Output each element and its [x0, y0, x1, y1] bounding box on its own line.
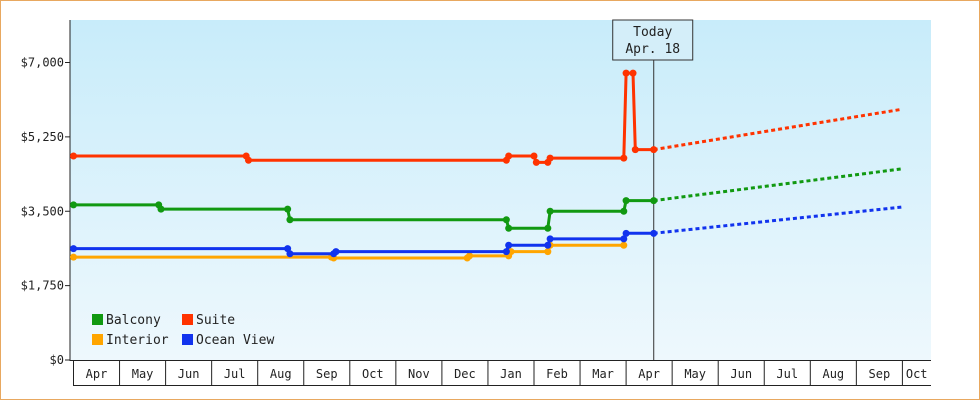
data-point: [70, 201, 77, 209]
month-label: Jul: [776, 367, 798, 381]
data-point: [70, 245, 77, 253]
data-point: [505, 241, 513, 249]
data-point: [544, 224, 552, 232]
y-tick-label: $7,000: [21, 56, 64, 70]
legend-label-interior: Interior: [106, 333, 169, 348]
month-label: May: [684, 367, 706, 381]
today-marker: Today Apr. 18: [612, 19, 694, 360]
legend-swatch-balcony: [92, 314, 103, 325]
month-label: Aug: [822, 367, 844, 381]
legend-swatch-interior: [92, 334, 103, 345]
month-label: Dec: [454, 367, 476, 381]
data-point: [332, 248, 340, 256]
data-point: [544, 248, 552, 256]
legend-label-balcony: Balcony: [106, 313, 161, 328]
today-date: Apr. 18: [625, 42, 680, 57]
month-label: Feb: [546, 367, 568, 381]
data-point: [546, 207, 554, 215]
data-point: [530, 152, 538, 160]
data-point: [502, 248, 510, 256]
data-point: [286, 216, 294, 224]
month-label: Apr: [86, 367, 108, 381]
data-point: [546, 154, 554, 162]
month-label: Oct: [362, 367, 384, 381]
data-point: [286, 250, 294, 258]
data-point: [620, 241, 628, 249]
legend: Balcony Suite Interior Ocean View: [92, 313, 274, 348]
y-tick-label: $3,500: [21, 204, 64, 218]
data-point: [466, 252, 474, 260]
data-point: [620, 235, 628, 243]
y-tick-label: $5,250: [21, 130, 64, 144]
month-label: Apr: [638, 367, 660, 381]
series-balcony: [70, 167, 903, 232]
data-point: [622, 197, 630, 205]
data-point: [544, 241, 552, 249]
data-point: [622, 69, 630, 77]
data-point: [244, 156, 252, 164]
legend-swatch-ocean-view: [182, 334, 193, 345]
month-label: Oct: [906, 367, 928, 381]
today-title: Today: [633, 25, 672, 40]
data-point: [284, 205, 292, 213]
month-label: Nov: [408, 367, 430, 381]
month-label: Sep: [869, 367, 891, 381]
data-point: [502, 216, 510, 224]
legend-swatch-suite: [182, 314, 193, 325]
data-point: [629, 69, 637, 77]
data-point: [546, 235, 554, 243]
y-axis: $0 $1,750 $3,500 $5,250 $7,000: [21, 20, 71, 367]
data-point: [70, 253, 77, 261]
month-label: Jun: [178, 367, 200, 381]
month-label: Jun: [730, 367, 752, 381]
month-label: Sep: [316, 367, 338, 381]
today-box: [612, 19, 694, 61]
month-label: Mar: [592, 367, 614, 381]
series-ocean-view: [70, 205, 903, 258]
data-point: [505, 224, 513, 232]
data-point: [70, 152, 77, 160]
series-suite: [70, 69, 903, 166]
data-point: [157, 205, 165, 213]
x-axis: Apr May Jun Jul Aug Sep Oct Nov Dec Jan Feb Mar Apr M…: [70, 360, 931, 386]
series-lines: [70, 69, 903, 262]
data-point: [505, 152, 513, 160]
y-tick-label: $1,750: [21, 279, 64, 293]
data-point: [622, 229, 630, 237]
data-point: [620, 207, 628, 215]
month-label: Jan: [500, 367, 522, 381]
data-point: [532, 158, 540, 166]
legend-label-suite: Suite: [196, 313, 235, 328]
month-label: Aug: [270, 367, 292, 381]
month-label: Jul: [224, 367, 246, 381]
y-tick-label: $0: [50, 353, 64, 367]
data-point: [631, 146, 639, 154]
legend-label-ocean-view: Ocean View: [196, 333, 274, 348]
data-point: [620, 154, 628, 162]
month-label: May: [132, 367, 154, 381]
plot-area: [70, 20, 931, 360]
